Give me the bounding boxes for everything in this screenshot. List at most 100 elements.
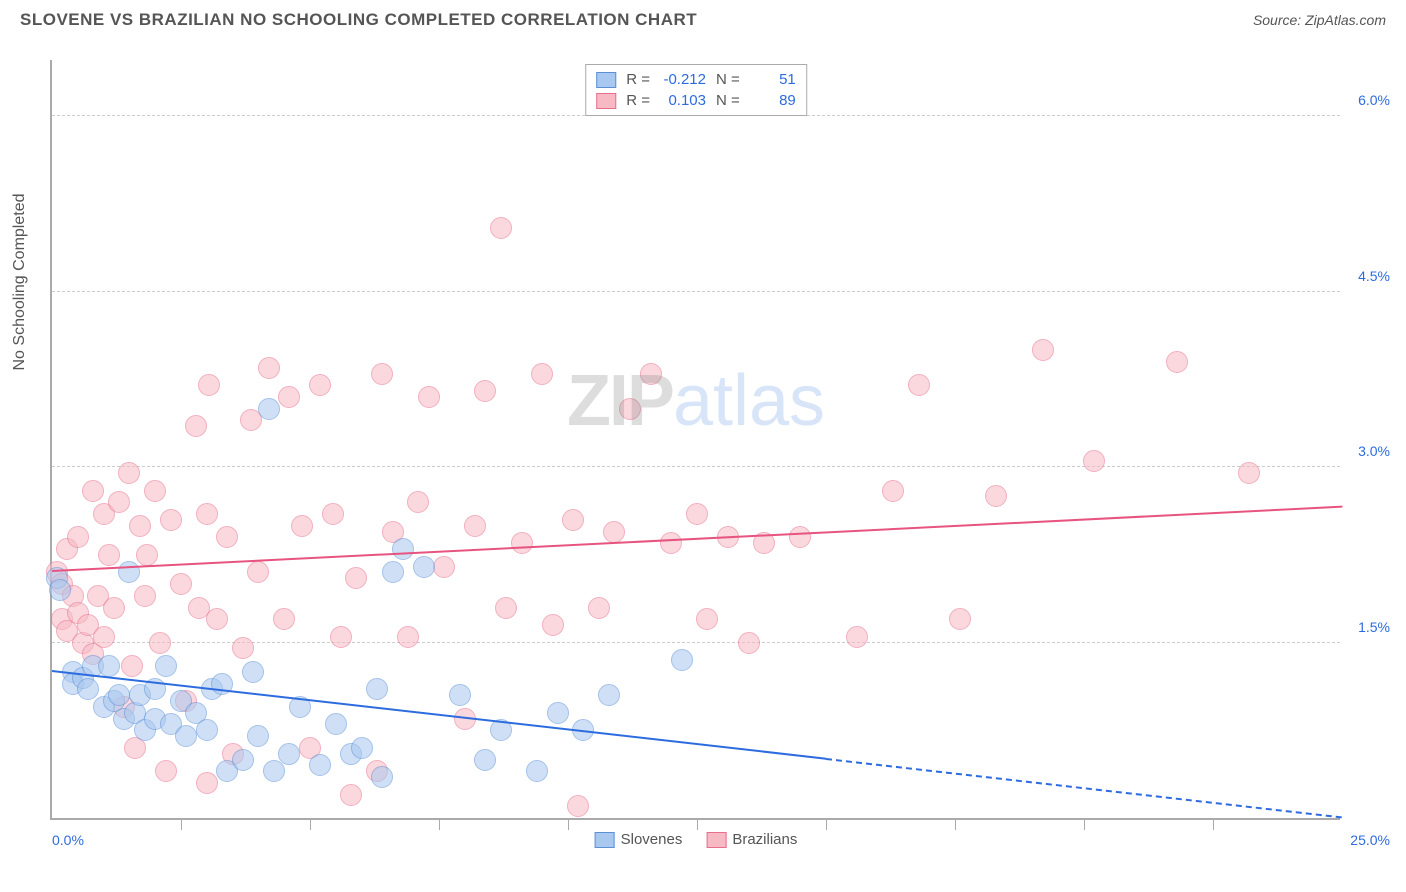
x-min-label: 0.0%	[52, 832, 84, 848]
y-axis-title: No Schooling Completed	[11, 194, 29, 371]
x-tick	[1084, 818, 1085, 830]
data-point	[309, 374, 331, 396]
data-point	[542, 614, 564, 636]
data-point	[155, 655, 177, 677]
data-point	[175, 725, 197, 747]
chart-title: SLOVENE VS BRAZILIAN NO SCHOOLING COMPLE…	[20, 10, 697, 30]
y-tick-label: 1.5%	[1358, 619, 1390, 635]
data-point	[322, 503, 344, 525]
gridline	[52, 291, 1340, 292]
chart-container: SLOVENE VS BRAZILIAN NO SCHOOLING COMPLE…	[0, 0, 1406, 892]
gridline	[52, 466, 1340, 467]
data-point	[232, 637, 254, 659]
data-point	[474, 380, 496, 402]
stat-r-value-2: 0.103	[658, 92, 706, 109]
data-point	[196, 772, 218, 794]
data-point	[908, 374, 930, 396]
data-point	[449, 684, 471, 706]
x-tick	[181, 818, 182, 830]
x-max-label: 25.0%	[1350, 832, 1390, 848]
legend-label-brazilians: Brazilians	[732, 831, 797, 848]
legend-item-brazilians: Brazilians	[706, 831, 797, 848]
data-point	[258, 398, 280, 420]
data-point	[273, 608, 295, 630]
data-point	[1238, 462, 1260, 484]
legend-swatch-slovenes	[595, 832, 615, 848]
chart-area: No Schooling Completed ZIPatlas R = -0.2…	[50, 60, 1380, 840]
data-point	[985, 485, 1007, 507]
data-point	[1032, 339, 1054, 361]
data-point	[598, 684, 620, 706]
data-point	[511, 532, 533, 554]
data-point	[185, 415, 207, 437]
data-point	[547, 702, 569, 724]
data-point	[49, 579, 71, 601]
data-point	[108, 684, 130, 706]
data-point	[407, 491, 429, 513]
data-point	[232, 749, 254, 771]
data-point	[149, 632, 171, 654]
y-tick-label: 6.0%	[1358, 92, 1390, 108]
legend-swatch-brazilians	[706, 832, 726, 848]
data-point	[1166, 351, 1188, 373]
data-point	[671, 649, 693, 671]
data-point	[640, 363, 662, 385]
data-point	[93, 626, 115, 648]
data-point	[136, 544, 158, 566]
data-point	[562, 509, 584, 531]
data-point	[366, 678, 388, 700]
data-point	[846, 626, 868, 648]
x-tick	[955, 818, 956, 830]
data-point	[949, 608, 971, 630]
stat-r-label: R =	[626, 92, 650, 109]
data-point	[789, 526, 811, 548]
data-point	[196, 503, 218, 525]
data-point	[170, 573, 192, 595]
stat-n-value-1: 51	[748, 71, 796, 88]
y-tick-label: 4.5%	[1358, 268, 1390, 284]
data-point	[82, 480, 104, 502]
y-tick-label: 3.0%	[1358, 443, 1390, 459]
data-point	[144, 480, 166, 502]
data-point	[619, 398, 641, 420]
stat-n-value-2: 89	[748, 92, 796, 109]
x-tick	[310, 818, 311, 830]
data-point	[155, 760, 177, 782]
source-label: Source: ZipAtlas.com	[1253, 12, 1386, 28]
x-tick	[568, 818, 569, 830]
x-tick	[1213, 818, 1214, 830]
data-point	[330, 626, 352, 648]
data-point	[247, 725, 269, 747]
plot-area: ZIPatlas R = -0.212 N = 51 R = 0.103 N =…	[50, 60, 1340, 820]
data-point	[660, 532, 682, 554]
data-point	[495, 597, 517, 619]
data-point	[206, 608, 228, 630]
watermark-atlas: atlas	[673, 361, 825, 441]
swatch-slovenes	[596, 72, 616, 88]
data-point	[433, 556, 455, 578]
legend-item-slovenes: Slovenes	[595, 831, 683, 848]
data-point	[278, 743, 300, 765]
data-point	[134, 585, 156, 607]
legend-stats-row-1: R = -0.212 N = 51	[596, 69, 796, 90]
data-point	[567, 795, 589, 817]
data-point	[67, 526, 89, 548]
data-point	[242, 661, 264, 683]
data-point	[531, 363, 553, 385]
data-point	[98, 544, 120, 566]
data-point	[118, 462, 140, 484]
data-point	[464, 515, 486, 537]
data-point	[108, 491, 130, 513]
data-point	[382, 561, 404, 583]
stat-n-label: N =	[716, 92, 740, 109]
data-point	[198, 374, 220, 396]
stat-n-label: N =	[716, 71, 740, 88]
data-point	[345, 567, 367, 589]
data-point	[490, 217, 512, 239]
data-point	[160, 509, 182, 531]
data-point	[392, 538, 414, 560]
legend-stats-row-2: R = 0.103 N = 89	[596, 90, 796, 111]
data-point	[371, 766, 393, 788]
data-point	[371, 363, 393, 385]
data-point	[291, 515, 313, 537]
